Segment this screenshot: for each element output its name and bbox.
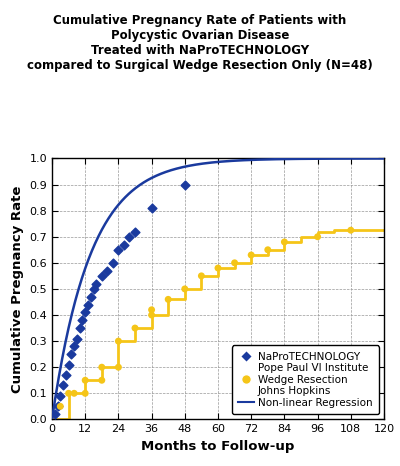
- Legend: NaProTECHNOLOGY, Pope Paul VI Institute, Wedge Resection, Johns Hopkins, Non-lin: NaProTECHNOLOGY, Pope Paul VI Institute,…: [232, 345, 379, 414]
- Point: [52, 411, 58, 418]
- Point: [215, 264, 221, 272]
- Point: [88, 293, 94, 301]
- Point: [148, 306, 155, 314]
- Point: [148, 204, 155, 212]
- Point: [148, 311, 155, 319]
- Text: Cumulative Pregnancy Rate of Patients with
Polycystic Ovarian Disease
Treated wi: Cumulative Pregnancy Rate of Patients wi…: [27, 14, 373, 72]
- Point: [248, 251, 254, 259]
- Point: [85, 301, 91, 308]
- Point: [110, 259, 116, 267]
- Point: [82, 390, 88, 397]
- Point: [71, 343, 77, 350]
- Point: [57, 392, 64, 400]
- Point: [115, 363, 122, 371]
- Point: [314, 233, 321, 240]
- Point: [104, 267, 110, 274]
- Point: [98, 377, 105, 384]
- Point: [182, 181, 188, 188]
- Point: [76, 324, 83, 332]
- Point: [126, 233, 133, 240]
- Point: [264, 246, 271, 254]
- Point: [115, 246, 122, 254]
- Point: [121, 241, 127, 248]
- Point: [198, 272, 205, 280]
- Point: [79, 316, 86, 324]
- Y-axis label: Cumulative Pregnancy Rate: Cumulative Pregnancy Rate: [11, 185, 24, 393]
- Point: [71, 390, 77, 397]
- Point: [74, 335, 80, 342]
- Point: [182, 285, 188, 293]
- Point: [132, 324, 138, 332]
- Point: [98, 363, 105, 371]
- Point: [60, 382, 66, 389]
- Point: [98, 272, 105, 280]
- Point: [82, 377, 88, 384]
- Point: [165, 295, 171, 303]
- Point: [57, 403, 64, 410]
- Point: [54, 403, 61, 410]
- Point: [65, 361, 72, 368]
- Point: [82, 308, 88, 316]
- Point: [65, 390, 72, 397]
- Point: [115, 337, 122, 345]
- Point: [231, 259, 238, 267]
- Point: [68, 350, 74, 358]
- X-axis label: Months to Follow-up: Months to Follow-up: [141, 440, 295, 453]
- Point: [90, 285, 97, 293]
- Point: [93, 280, 100, 288]
- Point: [132, 228, 138, 235]
- Point: [348, 226, 354, 234]
- Point: [63, 371, 69, 379]
- Point: [281, 238, 288, 246]
